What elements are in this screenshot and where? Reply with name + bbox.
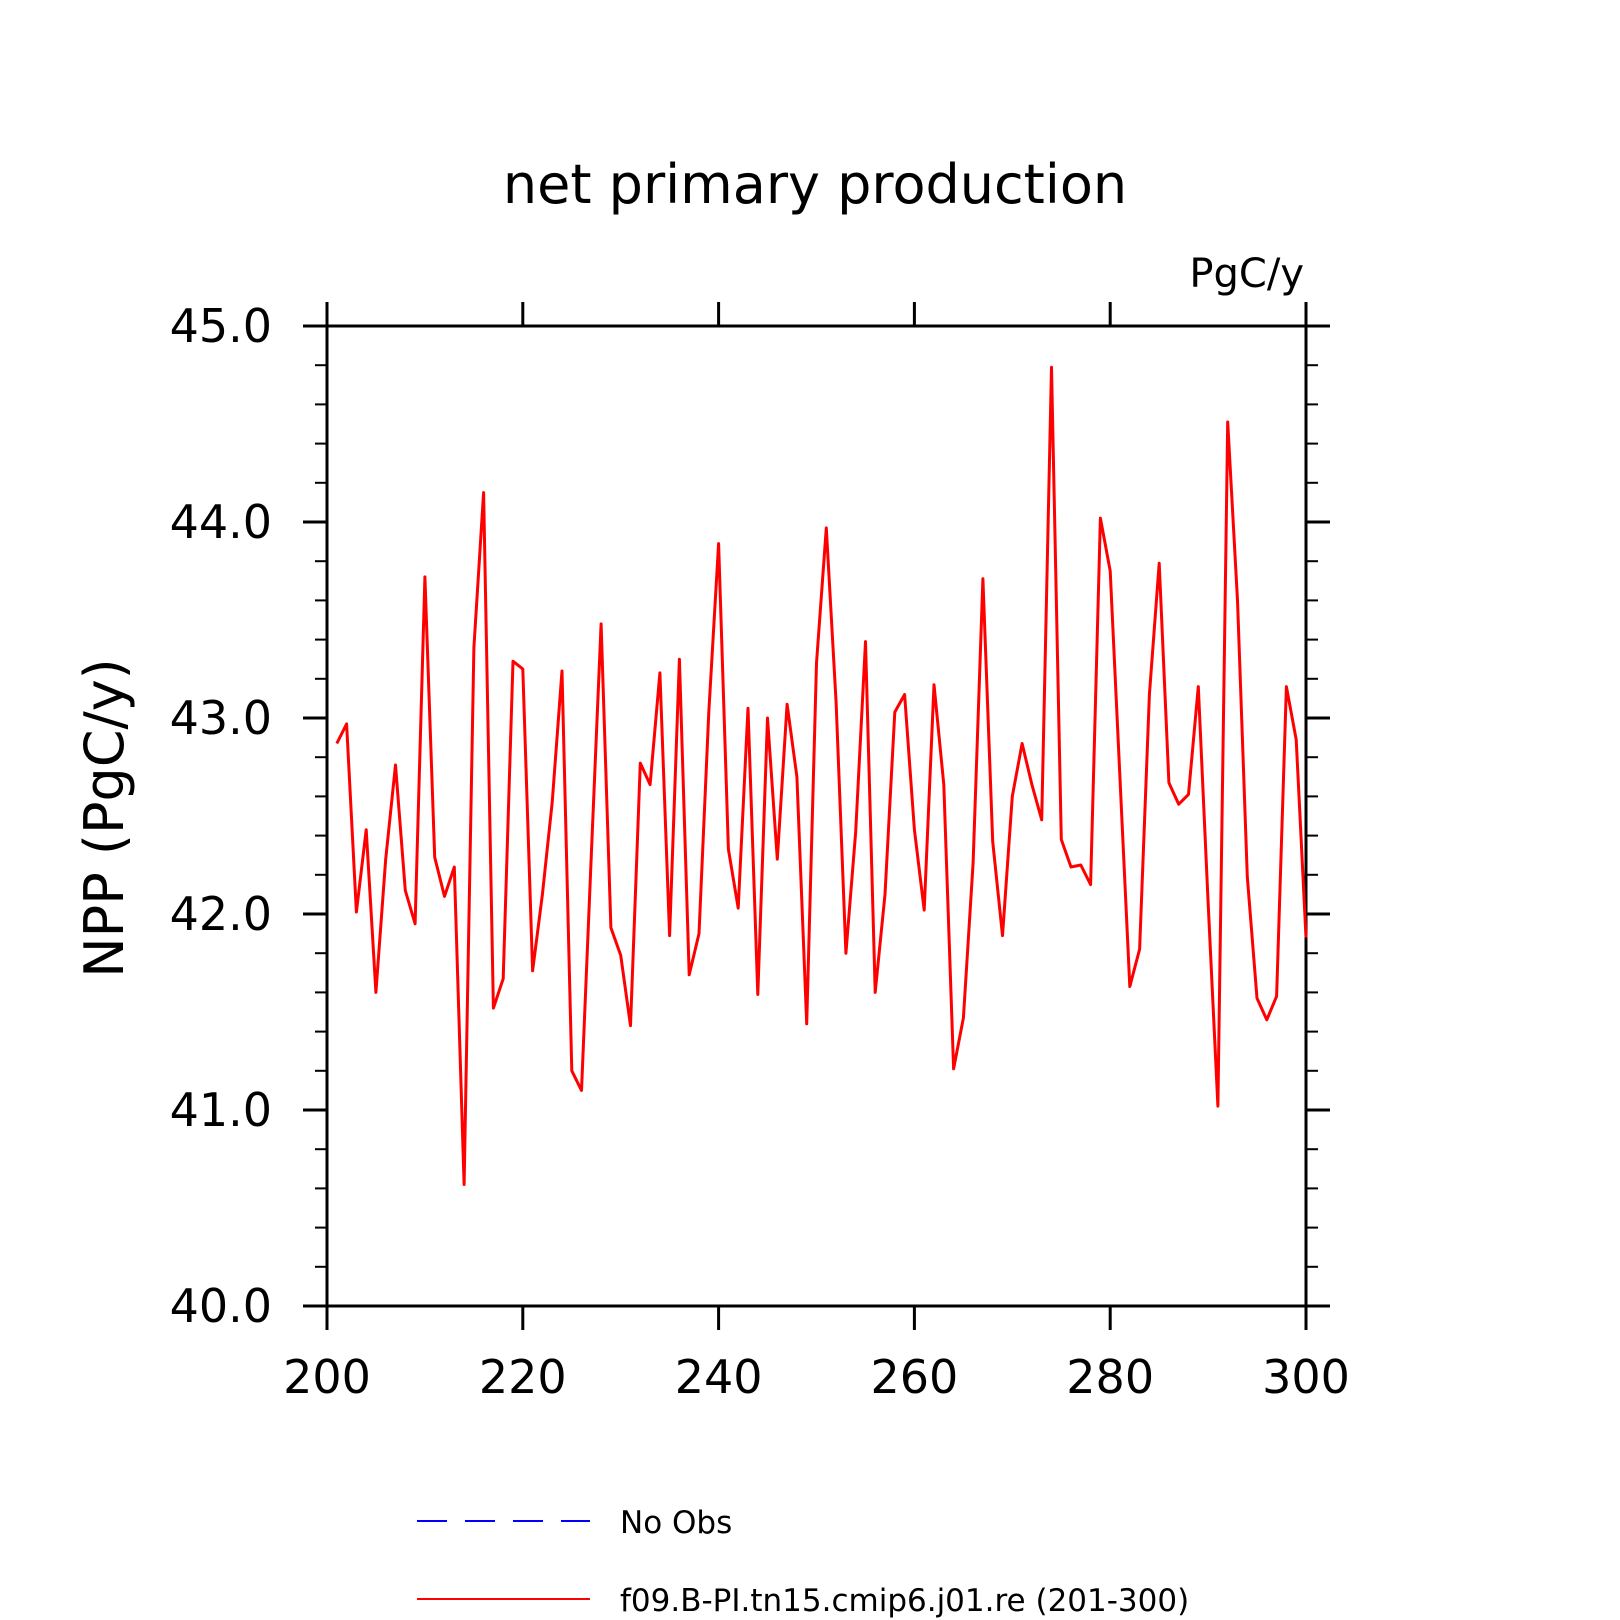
units-label: PgC/y — [1189, 251, 1304, 297]
y-tick-label: 43.0 — [170, 691, 272, 745]
y-tick-label: 44.0 — [170, 495, 272, 549]
legend-label: No Obs — [620, 1505, 732, 1541]
plot-frame — [325, 324, 1308, 1308]
axis-tick-labels: 200 220 240 260 280 300 40.0 41.0 42.0 43.0 44.0 45… — [170, 299, 1350, 1404]
y-tick-label: 41.0 — [170, 1083, 272, 1137]
chart-title: net primary production — [503, 153, 1127, 216]
legend-label: f09.B-PI.tn15.cmip6.j01.re (201-300) — [620, 1583, 1189, 1619]
series-layer — [335, 365, 1308, 1186]
x-tick-label: 200 — [283, 1350, 371, 1404]
x-tick-label: 280 — [1066, 1350, 1154, 1404]
series-line — [335, 365, 1308, 1186]
legend: No Obs f09.B-PI.tn15.cmip6.j01.re (201-30… — [417, 1505, 1189, 1619]
x-tick-label: 300 — [1262, 1350, 1350, 1404]
y-tick-label: 42.0 — [170, 887, 272, 941]
y-tick-label: 45.0 — [170, 299, 272, 353]
y-tick-label: 40.0 — [170, 1279, 272, 1333]
y-axis-label: NPP (PgC/y) — [73, 658, 136, 978]
x-tick-label: 260 — [870, 1350, 958, 1404]
axis-ticks — [303, 302, 1330, 1330]
x-tick-label: 220 — [479, 1350, 567, 1404]
x-tick-label: 240 — [675, 1350, 763, 1404]
